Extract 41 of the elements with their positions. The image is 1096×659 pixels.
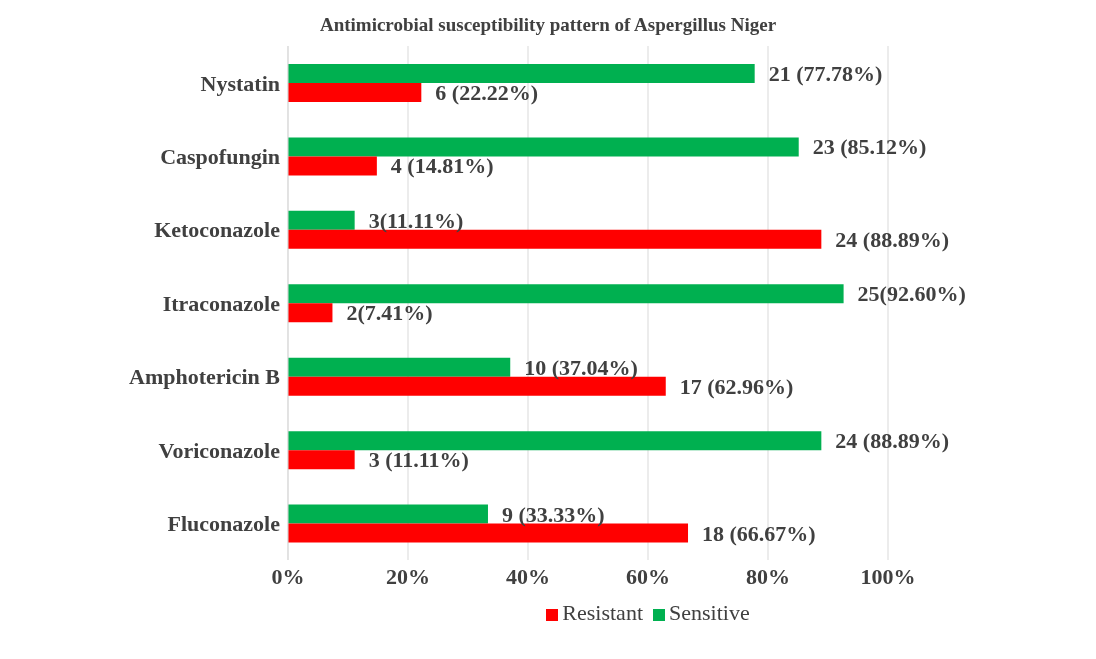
bar <box>288 210 355 230</box>
y-tick-label: Nystatin <box>200 70 280 96</box>
bar <box>288 284 844 304</box>
data-label: 24 (88.89%) <box>835 226 949 252</box>
y-tick-label: Itraconazole <box>162 290 281 316</box>
x-tick-label: 60% <box>626 563 670 589</box>
x-tick-label: 20% <box>386 563 430 589</box>
bar <box>288 504 488 524</box>
data-label: 23 (85.12%) <box>812 134 927 160</box>
chart-title: Antimicrobial susceptibility pattern of Aspergillus Niger <box>318 14 778 36</box>
legend-label: Resistant <box>562 600 643 625</box>
y-tick-label: Ketoconazole <box>154 217 281 243</box>
y-tick-label: Amphotericin B <box>129 364 281 390</box>
bar <box>288 431 822 451</box>
bar <box>288 156 377 176</box>
data-label: 3(11.11%) <box>368 207 464 233</box>
bar <box>288 357 511 377</box>
data-label: 21 (77.78%) <box>768 61 883 86</box>
y-tick-label: Voriconazole <box>158 437 281 463</box>
data-label: 25(92.60%) <box>857 281 966 307</box>
data-label: 10 (37.04%) <box>524 354 638 380</box>
x-tick-label: 40% <box>506 563 550 589</box>
bar <box>288 450 355 470</box>
bar <box>288 64 755 83</box>
legend-label: Sensitive <box>669 600 750 625</box>
x-tick-label: 80% <box>746 563 790 589</box>
data-label: 6 (22.22%) <box>435 80 538 105</box>
x-tick-label: 0% <box>271 563 305 589</box>
data-label: 3 (11.11%) <box>368 447 469 473</box>
data-label: 17 (62.96%) <box>679 373 794 399</box>
y-tick-label: Fluconazole <box>167 511 281 537</box>
bar <box>288 303 333 323</box>
data-label: 4 (14.81%) <box>390 153 494 179</box>
y-tick-label: Caspofungin <box>160 143 280 169</box>
data-label: 18 (66.67%) <box>702 520 816 546</box>
data-label: 2(7.41%) <box>346 300 433 326</box>
data-label: 24 (88.89%) <box>835 428 949 454</box>
bar <box>288 137 799 157</box>
bar <box>288 83 422 102</box>
data-label: 9 (33.33%) <box>501 501 605 527</box>
x-tick-label: 100% <box>860 563 916 589</box>
